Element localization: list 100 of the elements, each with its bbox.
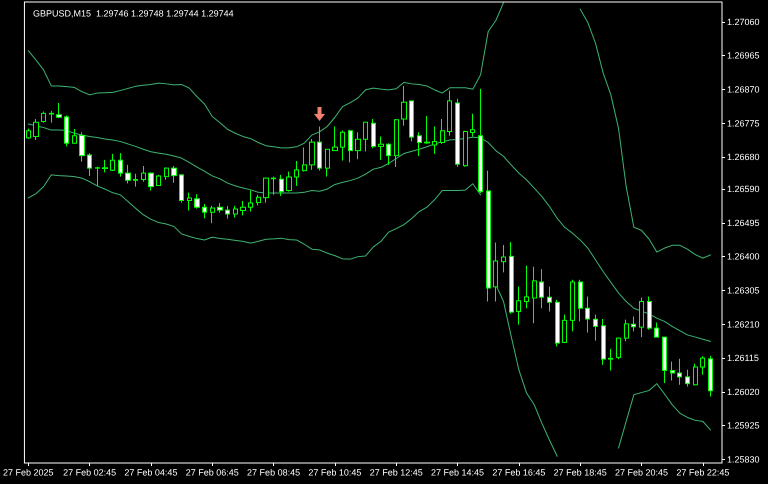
- candlestick: [555, 299, 560, 347]
- candlestick: [693, 363, 698, 386]
- candlestick: [187, 192, 192, 211]
- candlestick: [317, 126, 322, 172]
- candlestick: [509, 242, 514, 314]
- candlestick: [95, 166, 100, 186]
- candlestick: [110, 153, 115, 172]
- x-tick-label: 27 Feb 04:45: [124, 468, 178, 478]
- candlestick: [378, 136, 384, 160]
- candlestick: [455, 98, 460, 168]
- candlestick: [79, 132, 85, 162]
- candlestick: [578, 279, 583, 322]
- candlestick: [133, 173, 138, 188]
- y-tick-label: 1.26965: [727, 50, 760, 61]
- candlestick: [210, 205, 215, 224]
- candlestick: [478, 88, 483, 194]
- line-series: [28, 124, 711, 342]
- x-tick-label: 27 Feb 14:45: [431, 468, 484, 478]
- candlestick: [233, 205, 238, 218]
- x-tick-label: 27 Feb 12:45: [370, 468, 423, 478]
- candlestick: [248, 190, 253, 212]
- candlestick: [677, 358, 682, 386]
- y-tick-label: 1.26870: [727, 84, 760, 95]
- candlestick: [593, 314, 598, 342]
- candlestick: [263, 176, 269, 204]
- candlestick: [355, 132, 361, 160]
- candlestick: [386, 142, 391, 166]
- x-tick-label: 27 Feb 08:45: [247, 468, 300, 478]
- candlestick: [654, 322, 659, 338]
- y-tick-label: 1.26210: [727, 319, 760, 330]
- candlestick: [616, 336, 621, 360]
- x-tick-label: 27 Feb 18:45: [554, 468, 607, 478]
- candlestick: [41, 111, 46, 124]
- candlestick: [325, 148, 330, 178]
- candlestick: [700, 356, 705, 376]
- candlestick: [225, 205, 230, 220]
- candlestick: [87, 152, 92, 176]
- candlestick: [371, 118, 376, 149]
- candlestick: [156, 174, 161, 186]
- candlestick: [240, 200, 246, 216]
- candlestick: [102, 159, 108, 173]
- candlestick: [271, 176, 276, 196]
- x-tick-label: 27 Feb 20:45: [614, 468, 668, 478]
- candlestick: [417, 132, 422, 157]
- text: GBPUSD,M15 1.29746 1.29748 1.29744 1.29744: [33, 8, 234, 18]
- candlestick: [570, 279, 575, 332]
- candlestick: [532, 266, 537, 324]
- candlestick: [279, 174, 284, 196]
- candlestick: [309, 138, 315, 170]
- candlestick: [401, 85, 407, 126]
- candlestick: [685, 369, 690, 388]
- candlestick: [463, 130, 468, 168]
- candlestick: [179, 174, 184, 204]
- candlestick: [125, 164, 131, 184]
- candlestick: [539, 268, 544, 309]
- y-tick-label: 1.27060: [727, 16, 760, 27]
- candlestick: [394, 118, 399, 168]
- candlestick: [363, 121, 368, 152]
- candlestick: [486, 170, 491, 302]
- candlestick: [118, 152, 123, 178]
- candlestick: [624, 319, 629, 342]
- candlestick: [516, 286, 521, 326]
- candlestick: [670, 361, 675, 381]
- candlestick: [340, 130, 345, 162]
- candlestick: [447, 90, 452, 136]
- x-tick-label: 27 Feb 10:45: [308, 468, 362, 478]
- candlestick: [470, 113, 475, 137]
- y-tick-label: 1.26305: [727, 285, 760, 296]
- candlestick: [202, 204, 207, 219]
- candlestick: [256, 194, 261, 206]
- candlestick: [662, 336, 667, 384]
- candlestick: [33, 118, 39, 141]
- candlestick: [708, 355, 713, 397]
- candlestick: [501, 244, 506, 273]
- y-tick-label: 1.26680: [727, 152, 760, 162]
- candlestick: [524, 265, 529, 309]
- candlestick: [639, 297, 644, 338]
- candlestick: [585, 296, 590, 333]
- candlestick: [26, 128, 31, 140]
- candlestick: [409, 100, 414, 142]
- candlestick: [601, 318, 606, 366]
- candlestick: [217, 202, 223, 214]
- candlestick: [562, 314, 567, 344]
- y-tick-label: 1.25925: [727, 420, 760, 431]
- candlestick: [493, 242, 498, 302]
- candlestick: [294, 160, 299, 186]
- candlestick: [348, 129, 353, 163]
- candlestick: [194, 194, 200, 210]
- candlestick: [631, 316, 636, 332]
- y-tick-label: 1.26775: [727, 118, 760, 128]
- y-tick-label: 1.25830: [727, 454, 760, 464]
- x-tick-label: 27 Feb 06:45: [186, 468, 239, 478]
- candlestick: [148, 172, 154, 192]
- x-tick-label: 27 Feb 2025: [2, 468, 54, 478]
- candlestick: [56, 102, 62, 118]
- candlestick: [171, 165, 177, 184]
- candlestick: [547, 286, 552, 312]
- candlestick: [332, 126, 338, 152]
- candlestick: [72, 128, 77, 144]
- candlestick: [64, 114, 69, 147]
